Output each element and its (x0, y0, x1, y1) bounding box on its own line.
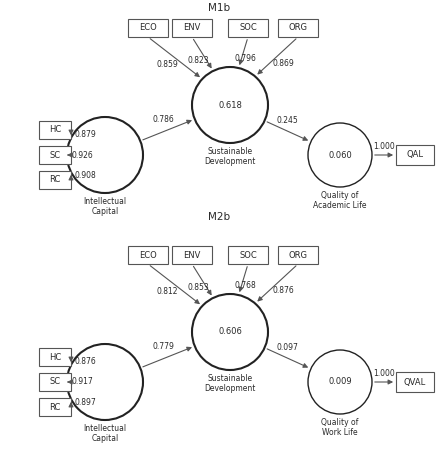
FancyBboxPatch shape (396, 145, 434, 165)
Text: SC: SC (49, 150, 60, 159)
Text: 0.876: 0.876 (74, 356, 96, 365)
FancyBboxPatch shape (278, 246, 318, 264)
FancyBboxPatch shape (39, 348, 71, 366)
Circle shape (308, 350, 372, 414)
Text: 0.897: 0.897 (74, 399, 96, 408)
Text: 0.060: 0.060 (328, 150, 352, 159)
Text: 0.606: 0.606 (218, 327, 242, 336)
Text: Sustainable
Development: Sustainable Development (204, 374, 256, 394)
Text: M2b: M2b (208, 212, 230, 222)
FancyBboxPatch shape (39, 373, 71, 391)
Circle shape (192, 67, 268, 143)
FancyBboxPatch shape (128, 246, 168, 264)
FancyBboxPatch shape (278, 19, 318, 37)
Text: Quality of
Academic Life: Quality of Academic Life (313, 191, 367, 210)
Text: ORG: ORG (289, 24, 307, 33)
Text: 0.097: 0.097 (277, 343, 299, 352)
Text: 0.823: 0.823 (188, 56, 210, 65)
FancyBboxPatch shape (39, 398, 71, 416)
FancyBboxPatch shape (172, 19, 212, 37)
Text: Quality of
Work Life: Quality of Work Life (321, 418, 359, 437)
Text: HC: HC (49, 352, 61, 361)
Text: 0.869: 0.869 (272, 59, 294, 68)
Text: Intellectual
Capital: Intellectual Capital (83, 424, 127, 444)
Text: M1b: M1b (208, 3, 230, 13)
Text: Sustainable
Development: Sustainable Development (204, 147, 256, 167)
Circle shape (67, 117, 143, 193)
Circle shape (192, 294, 268, 370)
FancyBboxPatch shape (172, 246, 212, 264)
Circle shape (67, 344, 143, 420)
Text: SC: SC (49, 377, 60, 386)
Text: 0.859: 0.859 (156, 60, 178, 69)
Text: QVAL: QVAL (404, 377, 426, 386)
Text: SOC: SOC (239, 24, 257, 33)
Text: 1.000: 1.000 (373, 142, 395, 151)
Text: QAL: QAL (406, 150, 424, 159)
Text: 0.908: 0.908 (74, 172, 96, 181)
Text: 0.768: 0.768 (234, 281, 256, 291)
Text: ORG: ORG (289, 251, 307, 260)
Text: SOC: SOC (239, 251, 257, 260)
Text: HC: HC (49, 125, 61, 134)
FancyBboxPatch shape (39, 171, 71, 189)
Text: ECO: ECO (139, 24, 157, 33)
Text: 0.009: 0.009 (328, 377, 352, 386)
Text: Intellectual
Capital: Intellectual Capital (83, 197, 127, 217)
Text: ECO: ECO (139, 251, 157, 260)
Text: 0.879: 0.879 (74, 129, 96, 138)
Text: RC: RC (49, 403, 61, 411)
Text: 0.779: 0.779 (152, 342, 174, 351)
FancyBboxPatch shape (396, 372, 434, 392)
FancyBboxPatch shape (228, 246, 268, 264)
FancyBboxPatch shape (39, 121, 71, 139)
Text: 0.876: 0.876 (272, 286, 294, 295)
Text: ENV: ENV (184, 251, 201, 260)
Text: 0.796: 0.796 (234, 54, 256, 64)
Text: RC: RC (49, 176, 61, 184)
Text: 0.917: 0.917 (72, 377, 94, 386)
Text: 0.853: 0.853 (188, 283, 210, 292)
Circle shape (308, 123, 372, 187)
FancyBboxPatch shape (128, 19, 168, 37)
Text: 0.812: 0.812 (156, 287, 178, 296)
Text: 0.926: 0.926 (72, 150, 94, 159)
Text: 1.000: 1.000 (373, 369, 395, 378)
FancyBboxPatch shape (39, 146, 71, 164)
FancyBboxPatch shape (228, 19, 268, 37)
Text: 0.786: 0.786 (152, 115, 174, 124)
Text: ENV: ENV (184, 24, 201, 33)
Text: 0.618: 0.618 (218, 100, 242, 109)
Text: 0.245: 0.245 (277, 116, 299, 125)
